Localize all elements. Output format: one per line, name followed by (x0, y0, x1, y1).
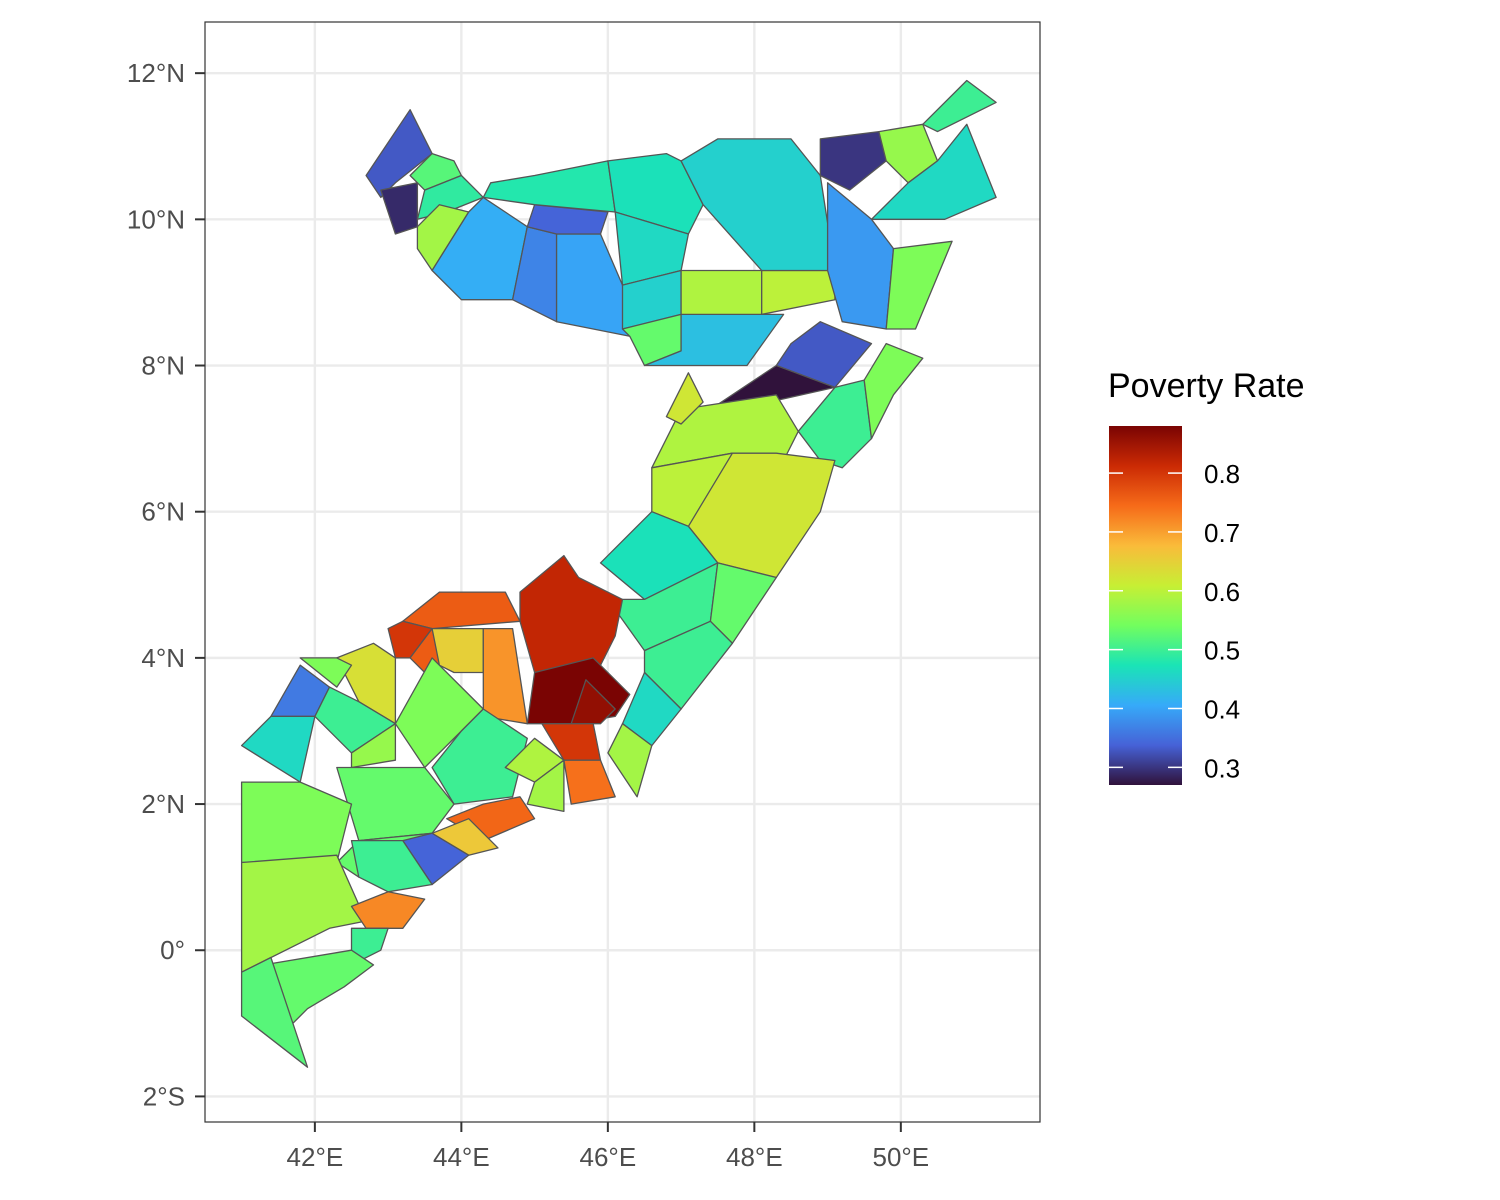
x-axis: 42°E 44°E 46°E 48°E 50°E (287, 1122, 929, 1172)
map-region (680, 269, 763, 316)
map-region (402, 591, 521, 630)
x-tick-label: 42°E (287, 1142, 344, 1172)
map-region (350, 891, 426, 929)
y-tick-label: 10°N (127, 204, 185, 234)
map-region (482, 627, 528, 725)
map-region (643, 620, 734, 710)
legend-colorbar (1109, 426, 1182, 785)
map-region (563, 759, 616, 805)
y-tick-label: 4°N (141, 643, 185, 673)
x-tick-label: 50°E (872, 1142, 929, 1172)
y-tick-label: 12°N (127, 58, 185, 88)
map-region (863, 342, 924, 440)
map-region (922, 79, 997, 133)
map-region (819, 130, 887, 191)
x-tick-label: 48°E (726, 1142, 783, 1172)
y-tick-label: 8°N (141, 351, 185, 381)
map-region (240, 715, 316, 783)
map-region (336, 766, 455, 842)
legend-tick-label: 0.4 (1204, 694, 1240, 724)
x-tick-label: 46°E (580, 1142, 637, 1172)
map-region (885, 240, 953, 330)
map-region (240, 781, 353, 864)
legend-tick-label: 0.8 (1204, 459, 1240, 489)
map-region (555, 233, 631, 337)
y-tick-label: 6°N (141, 497, 185, 527)
map-region (336, 642, 397, 725)
map-region (607, 723, 653, 798)
map-regions (240, 79, 997, 1068)
legend-tick-label: 0.3 (1204, 753, 1240, 783)
map-region (665, 372, 704, 425)
legend-tick-label: 0.7 (1204, 518, 1240, 548)
y-tick-label: 2°S (143, 1081, 185, 1111)
map-region (643, 313, 785, 367)
legend-ticks: 0.8 0.7 0.6 0.5 0.4 0.3 (1109, 459, 1240, 783)
map-region (350, 723, 397, 769)
map-region (526, 204, 609, 235)
map-region (826, 182, 895, 330)
map-region (350, 839, 433, 893)
panel-border (204, 21, 1041, 1123)
map-region (240, 854, 367, 973)
legend-tick-label: 0.5 (1204, 636, 1240, 666)
map-region (482, 160, 616, 213)
legend: Poverty Rate 0.8 0.7 0.6 0.5 0.4 0.3 (1108, 367, 1305, 785)
legend-title: Poverty Rate (1108, 367, 1305, 405)
y-tick-label: 0° (160, 935, 185, 965)
map-region (680, 138, 836, 272)
map-region (761, 269, 836, 316)
map-region (240, 956, 309, 1068)
legend-tick-label: 0.6 (1204, 577, 1240, 607)
map-region (526, 759, 565, 813)
map-region (380, 182, 419, 235)
map-region (870, 123, 997, 220)
y-axis: 12°N 10°N 8°N 6°N 4°N 2°N 0° 2°S (127, 58, 205, 1111)
map-region (431, 627, 484, 674)
map-region (409, 152, 463, 191)
map-region (299, 657, 353, 688)
y-tick-label: 2°N (141, 789, 185, 819)
x-tick-label: 44°E (433, 1142, 490, 1172)
map-region (519, 554, 624, 681)
